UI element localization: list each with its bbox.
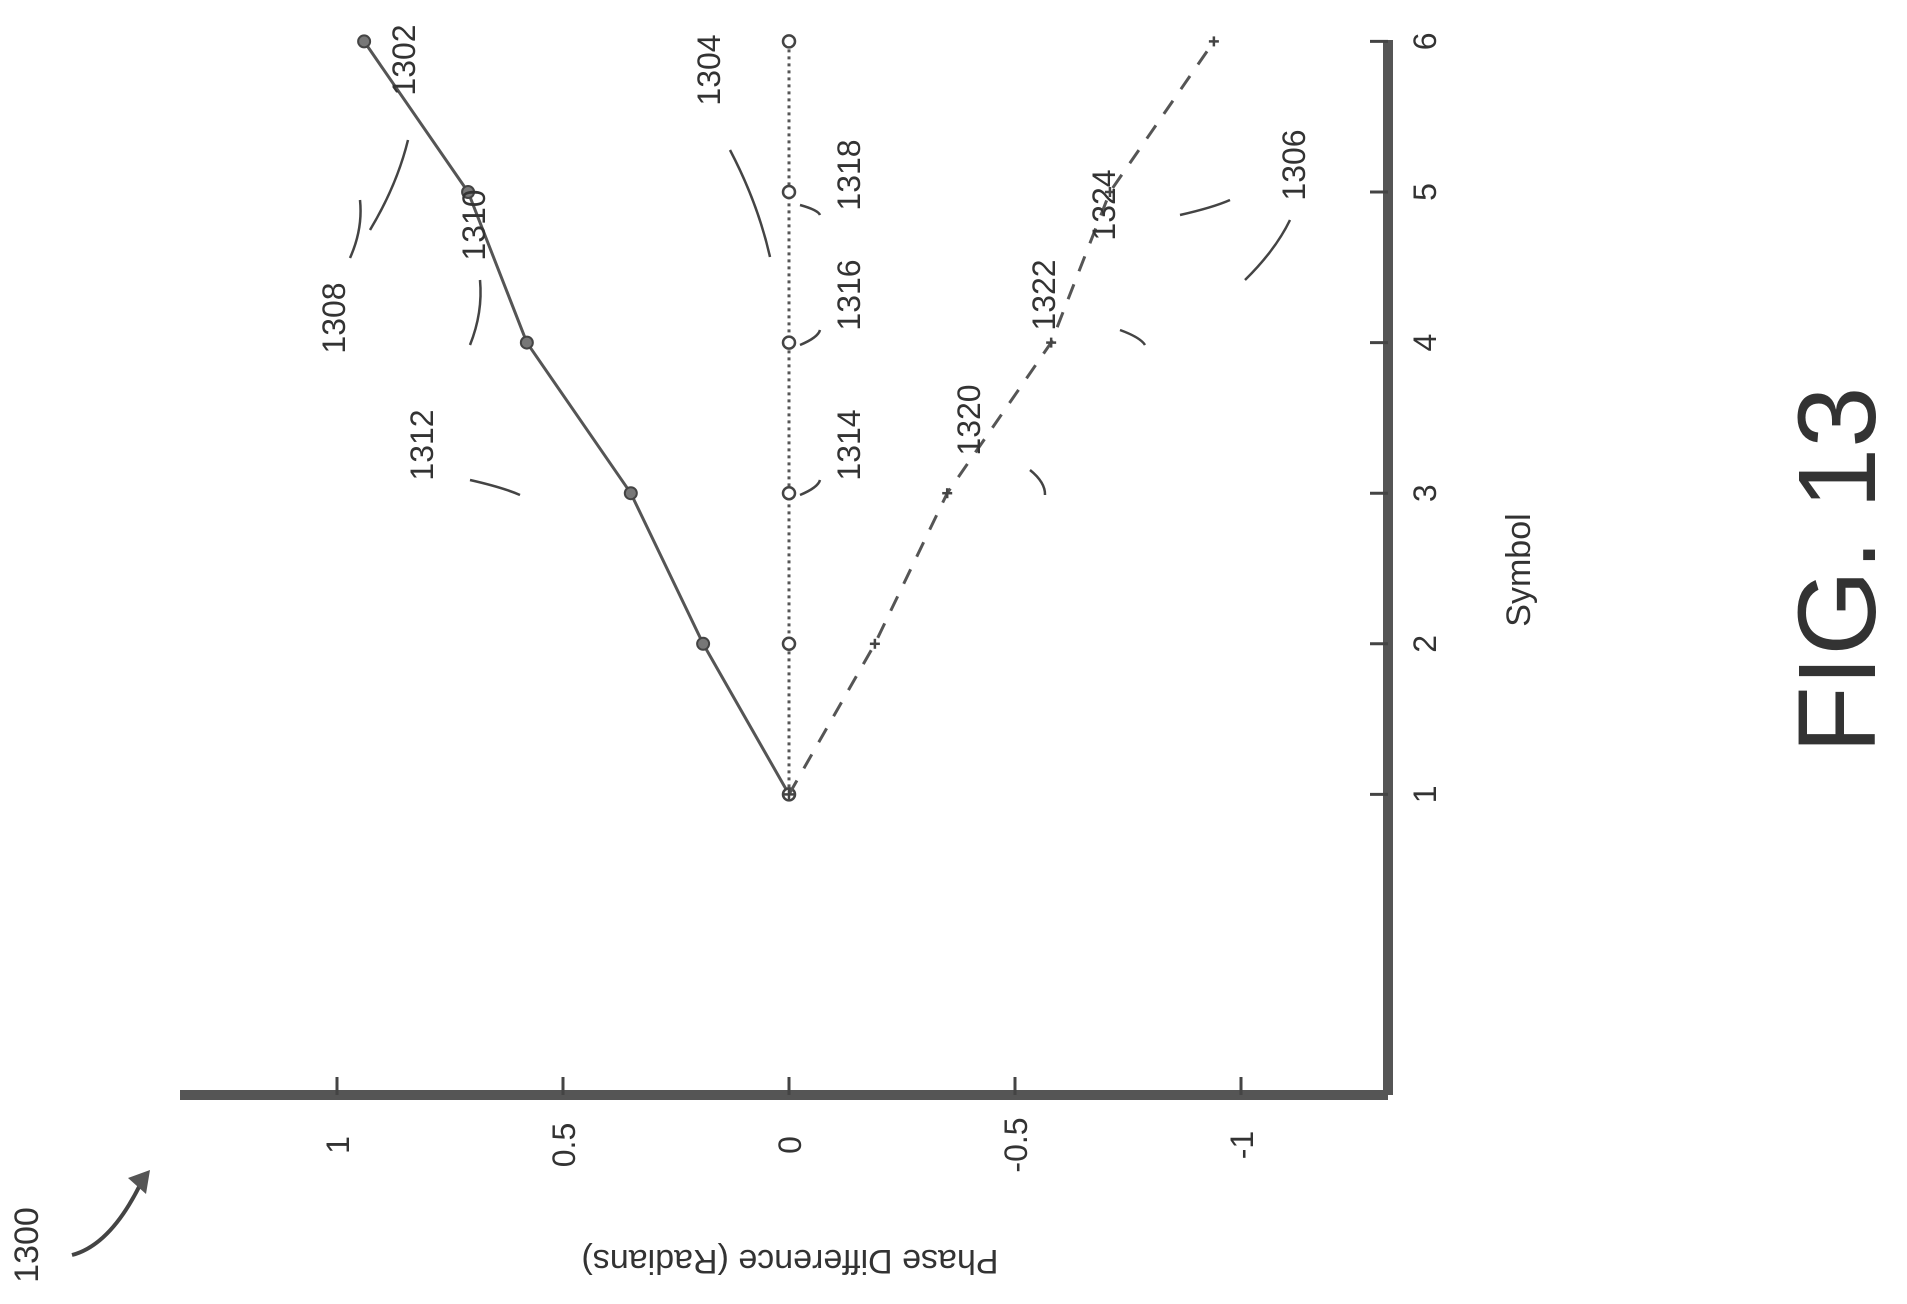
- series-line-1306: [787, 40, 1216, 796]
- reference-numeral-1306: 1306: [1276, 129, 1312, 200]
- figure-reference-arrow: [71, 1184, 142, 1257]
- figure-reference-label: 1300: [8, 1207, 46, 1283]
- x-tick-label: 1: [1407, 786, 1443, 804]
- reference-numeral-1308: 1308: [316, 282, 352, 353]
- data-point-1304: [781, 335, 797, 350]
- leader-line-1306: [1244, 219, 1292, 281]
- y-tick-label: -0.5: [998, 1117, 1034, 1172]
- y-tick-label: 1: [320, 1136, 356, 1154]
- data-point-1306: [869, 638, 880, 649]
- data-point-1302: [519, 335, 534, 350]
- reference-numeral-1316: 1316: [831, 259, 867, 330]
- figure-reference-arrowhead: [128, 1170, 150, 1194]
- x-tick-label: 4: [1407, 334, 1443, 352]
- figure-caption: FIG. 13: [1776, 387, 1899, 754]
- reference-numeral-1304: 1304: [691, 34, 727, 105]
- data-point-1304: [781, 485, 797, 501]
- ticks: 1 0.5 0 -0.5 -1 1 2 3 4 5 6: [320, 33, 1443, 1173]
- reference-numeral-1314: 1314: [831, 409, 867, 480]
- y-tick-label: 0: [772, 1136, 808, 1154]
- series-line-1302: [362, 40, 791, 796]
- x-tick-label: 2: [1407, 635, 1443, 653]
- reference-numeral-1312: 1312: [404, 409, 440, 480]
- reference-numeral-1322: 1322: [1026, 259, 1062, 330]
- leader-line-1316: [799, 329, 822, 347]
- leader-line-1308: [348, 199, 362, 259]
- data-point-1306: [784, 789, 794, 800]
- data-point-1302: [696, 636, 711, 651]
- data-point-1302: [623, 486, 638, 501]
- x-axis-label: Symbol: [1500, 513, 1538, 626]
- data-point-1306: [1046, 337, 1057, 348]
- y-tick-label: -1: [1224, 1131, 1260, 1159]
- leader-line-1310: [468, 279, 482, 346]
- annotation-layer: 1302 1304 1306 1308 1310 1312 1314 1316 1318 1320…: [316, 24, 1312, 497]
- x-tick-label: 3: [1407, 484, 1443, 502]
- data-point-1306: [942, 488, 953, 499]
- data-point-1302: [357, 34, 372, 49]
- data-point-1304: [781, 184, 797, 200]
- leader-line-1304: [728, 149, 772, 258]
- reference-numeral-1302: 1302: [386, 24, 422, 95]
- reference-numeral-1318: 1318: [831, 139, 867, 210]
- leader-line-1324: [1179, 198, 1231, 217]
- leader-line-1322: [1119, 328, 1147, 346]
- data-point-1306: [1208, 36, 1219, 47]
- axes: [180, 40, 1393, 1100]
- reference-numeral-1320: 1320: [951, 384, 987, 455]
- leader-line-1312: [469, 478, 521, 497]
- y-axis-label: Phase Difference (Radians): [581, 1242, 998, 1280]
- data-point-1306: [1104, 187, 1115, 197]
- leader-line-1318: [799, 203, 822, 216]
- reference-numeral-1310: 1310: [456, 189, 492, 260]
- series-layer: [357, 34, 1219, 802]
- data-point-1304: [781, 34, 797, 49]
- x-tick-label: 5: [1407, 183, 1443, 201]
- x-tick-label: 6: [1407, 33, 1443, 51]
- leader-line-1320: [1029, 469, 1047, 496]
- data-point-1304: [781, 636, 797, 652]
- leader-line-1314: [799, 479, 822, 497]
- y-tick-label: 0.5: [546, 1123, 582, 1167]
- reference-numeral-1324: 1324: [1086, 169, 1122, 240]
- leader-line-1302: [368, 139, 410, 231]
- data-point-1302: [461, 185, 476, 199]
